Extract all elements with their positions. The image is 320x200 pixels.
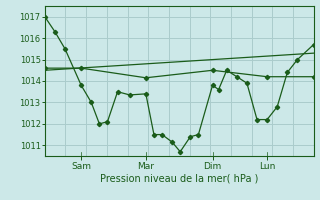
X-axis label: Pression niveau de la mer( hPa ): Pression niveau de la mer( hPa ): [100, 173, 258, 183]
